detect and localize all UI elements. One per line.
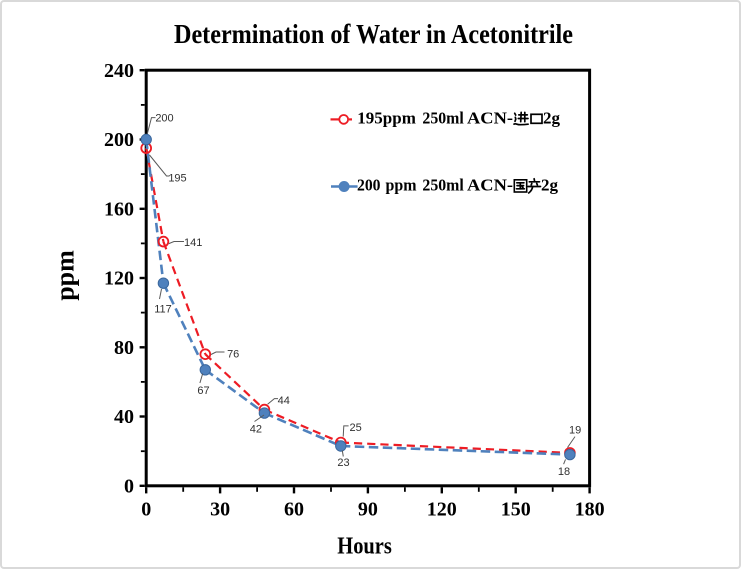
svg-text:ACN-: ACN- (467, 108, 513, 127)
svg-text:240: 240 (104, 60, 134, 82)
svg-text:200: 200 (104, 129, 134, 151)
svg-text:ppm: ppm (386, 176, 417, 195)
svg-text:0: 0 (124, 475, 134, 497)
svg-text:Determination of Water in Acet: Determination of Water in Acetonitrile (174, 19, 573, 49)
svg-text:44: 44 (278, 395, 290, 407)
svg-text:67: 67 (197, 385, 209, 397)
svg-text:23: 23 (337, 457, 349, 469)
svg-text:ppm: ppm (50, 250, 79, 301)
svg-text:25: 25 (349, 422, 361, 434)
svg-text:141: 141 (184, 237, 202, 249)
svg-text:90: 90 (358, 499, 378, 521)
svg-text:195: 195 (168, 172, 186, 184)
svg-text:120: 120 (427, 499, 457, 521)
svg-text:Hours: Hours (337, 534, 392, 560)
svg-text:2g: 2g (541, 176, 559, 195)
svg-text:250ml: 250ml (422, 108, 464, 127)
svg-text:117: 117 (154, 304, 172, 316)
svg-text:200: 200 (357, 176, 381, 195)
svg-text:150: 150 (501, 499, 531, 521)
svg-text:60: 60 (284, 499, 304, 521)
svg-text:2g: 2g (543, 108, 561, 127)
svg-text:76: 76 (227, 348, 239, 360)
svg-text:120: 120 (104, 268, 134, 290)
svg-text:0: 0 (141, 499, 151, 521)
svg-text:30: 30 (210, 499, 230, 521)
svg-text:200: 200 (155, 112, 173, 124)
svg-text:250ml: 250ml (422, 176, 464, 195)
svg-text:19: 19 (569, 424, 581, 436)
svg-text:195ppm: 195ppm (357, 108, 416, 127)
svg-text:42: 42 (250, 423, 262, 435)
svg-text:80: 80 (114, 337, 134, 359)
svg-text:ACN-: ACN- (467, 176, 513, 195)
svg-text:180: 180 (575, 499, 605, 521)
svg-text:160: 160 (104, 198, 134, 220)
svg-text:40: 40 (114, 406, 134, 428)
svg-text:18: 18 (558, 466, 570, 478)
